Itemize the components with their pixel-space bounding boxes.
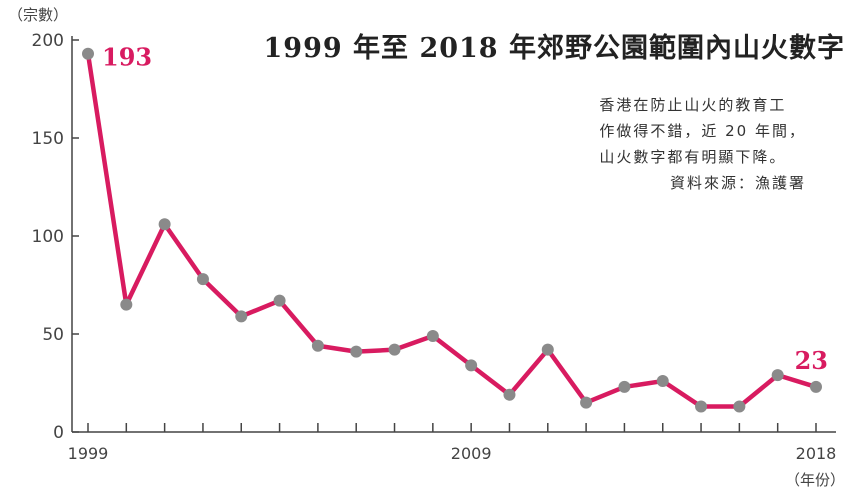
chart-title: 1999 年至 2018 年郊野公園範圍內山火數字 <box>263 33 845 64</box>
data-point <box>82 47 94 60</box>
data-point <box>120 298 133 311</box>
data-point <box>810 380 822 393</box>
data-point <box>235 310 248 323</box>
y-tick-label: 50 <box>42 325 64 345</box>
data-point <box>273 294 286 307</box>
chart-note: 香港在防止山火的教育工 作做得不錯，近 20 年間， 山火數字都有明顯下降。 資… <box>599 92 806 196</box>
note-line-2: 作做得不錯，近 20 年間， <box>599 122 806 140</box>
data-point <box>656 375 669 388</box>
data-point <box>311 339 324 352</box>
data-point <box>196 273 209 286</box>
data-point <box>388 343 401 356</box>
data-point <box>541 343 554 356</box>
x-tick-label: 1999 <box>68 444 109 463</box>
data-point <box>733 400 746 413</box>
data-point <box>503 388 516 401</box>
data-label: 23 <box>795 346 828 375</box>
note-source: 資料來源：漁護署 <box>669 174 806 192</box>
y-axis-label: （宗數） <box>8 6 68 24</box>
data-point <box>695 400 708 413</box>
data-label: 193 <box>102 43 152 72</box>
note-line-3: 山火數字都有明顯下降。 <box>599 148 787 166</box>
data-point <box>350 345 363 358</box>
data-point <box>465 359 478 372</box>
data-point <box>580 396 593 409</box>
y-tick-label: 100 <box>32 227 64 247</box>
x-axis-label: （年份） <box>785 471 845 489</box>
x-tick-label: 2009 <box>451 444 492 463</box>
series-line <box>85 51 819 409</box>
data-point <box>771 369 784 382</box>
y-tick-label: 0 <box>53 423 64 443</box>
data-point <box>426 329 439 342</box>
data-point <box>618 380 631 393</box>
note-line-1: 香港在防止山火的教育工 <box>599 96 787 114</box>
data-point <box>158 218 171 231</box>
x-tick-label: 2018 <box>796 444 837 463</box>
y-tick-label: 150 <box>32 129 64 149</box>
y-tick-label: 200 <box>32 31 64 51</box>
